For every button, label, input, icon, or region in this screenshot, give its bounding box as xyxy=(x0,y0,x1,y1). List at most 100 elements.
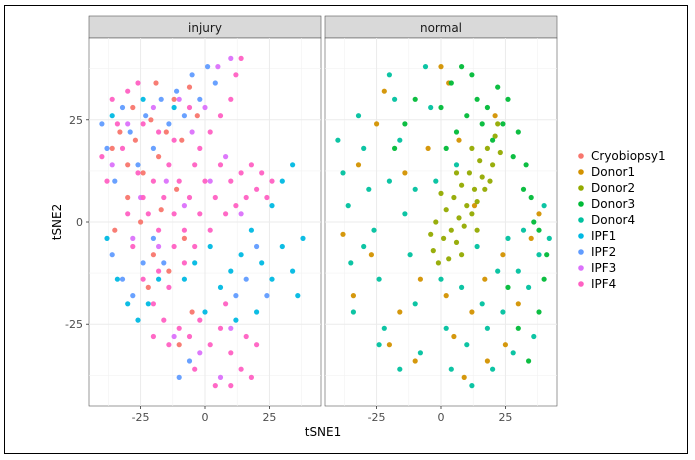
point-donor2 xyxy=(456,215,462,221)
figure-frame: injury normal -25 0 25 -25 0 25 -25 0 25 tSNE1 tSNE… xyxy=(4,5,688,454)
point-donor4 xyxy=(335,137,341,143)
facet-strip-label: normal xyxy=(420,21,462,35)
tsne-faceted-scatter-plot: injury normal -25 0 25 -25 0 25 -25 0 25 tSNE1 tSNE… xyxy=(50,15,666,439)
point-ipf4 xyxy=(119,145,126,151)
point-cryobiopsy1 xyxy=(109,145,115,151)
point-ipf2 xyxy=(186,358,193,364)
point-donor4 xyxy=(428,104,434,111)
point-donor3 xyxy=(412,96,418,102)
point-ipf1 xyxy=(238,252,244,258)
point-cryobiopsy1 xyxy=(176,342,182,348)
point-ipf4 xyxy=(217,325,224,331)
point-ipf4 xyxy=(166,284,172,290)
legend-label: Donor4 xyxy=(591,213,635,227)
legend-key xyxy=(578,153,584,159)
point-ipf2 xyxy=(104,145,110,151)
point-ipf4 xyxy=(254,342,260,348)
point-donor2 xyxy=(461,223,467,229)
point-donor1 xyxy=(438,64,444,70)
point-ipf4 xyxy=(140,121,146,127)
point-ipf4 xyxy=(212,383,218,389)
point-ipf1 xyxy=(140,96,146,102)
point-donor3 xyxy=(505,96,511,102)
point-cryobiopsy1 xyxy=(148,117,154,123)
point-ipf2 xyxy=(197,96,203,102)
point-donor4 xyxy=(479,301,485,307)
point-ipf3 xyxy=(176,96,182,102)
point-cryobiopsy1 xyxy=(189,309,195,315)
point-donor4 xyxy=(500,309,506,315)
point-ipf2 xyxy=(143,113,149,119)
point-ipf4 xyxy=(223,211,229,217)
point-ipf4 xyxy=(166,162,172,168)
point-donor1 xyxy=(451,333,457,340)
point-donor4 xyxy=(520,227,527,233)
point-ipf4 xyxy=(233,72,239,78)
legend-label: IPF3 xyxy=(591,261,616,275)
point-donor4 xyxy=(448,366,454,372)
point-ipf4 xyxy=(192,366,198,372)
point-ipf1 xyxy=(181,276,187,282)
point-ipf1 xyxy=(279,243,285,250)
point-ipf2 xyxy=(158,96,164,102)
point-ipf2 xyxy=(205,64,211,70)
point-donor4 xyxy=(443,325,449,331)
point-ipf1 xyxy=(114,276,120,282)
point-ipf4 xyxy=(161,194,167,201)
point-donor1 xyxy=(502,342,508,348)
point-ipf4 xyxy=(125,88,131,94)
point-donor2 xyxy=(495,121,501,127)
point-donor4 xyxy=(495,268,501,274)
point-ipf1 xyxy=(156,276,162,282)
point-donor2 xyxy=(487,178,493,184)
point-donor4 xyxy=(361,243,367,250)
point-ipf4 xyxy=(238,55,244,62)
point-donor3 xyxy=(544,252,550,258)
point-ipf4 xyxy=(140,276,146,282)
legend-key xyxy=(578,249,584,255)
point-donor4 xyxy=(484,325,490,331)
point-donor4 xyxy=(366,186,372,192)
point-donor2 xyxy=(446,256,452,262)
point-donor2 xyxy=(469,211,475,217)
point-ipf2 xyxy=(130,293,136,299)
point-donor3 xyxy=(531,219,537,225)
point-ipf4 xyxy=(202,178,208,184)
point-donor1 xyxy=(374,121,380,127)
point-donor2 xyxy=(492,133,498,139)
legend-key xyxy=(578,233,584,239)
point-cryobiopsy1 xyxy=(125,162,131,168)
point-donor1 xyxy=(381,88,387,94)
point-donor2 xyxy=(466,170,472,176)
point-cryobiopsy1 xyxy=(156,154,162,160)
point-cryobiopsy1 xyxy=(138,219,144,225)
point-donor3 xyxy=(515,325,521,331)
point-donor4 xyxy=(433,178,439,184)
point-donor2 xyxy=(453,170,460,176)
point-ipf2 xyxy=(161,260,167,266)
point-ipf2 xyxy=(109,252,115,258)
point-ipf4 xyxy=(197,317,203,323)
legend-item-donor4: Donor4 xyxy=(578,213,635,227)
point-donor4 xyxy=(348,260,354,266)
y-tick-label: -25 xyxy=(65,318,83,331)
point-ipf2 xyxy=(166,121,172,127)
point-donor1 xyxy=(461,374,467,380)
legend-item-donor3: Donor3 xyxy=(578,197,635,211)
legend-label: Cryobiopsy1 xyxy=(591,149,666,163)
point-ipf4 xyxy=(259,170,265,176)
point-donor2 xyxy=(430,248,436,254)
legend-label: Donor2 xyxy=(591,181,635,195)
point-donor2 xyxy=(433,219,439,225)
point-ipf1 xyxy=(269,203,275,209)
point-ipf4 xyxy=(207,342,213,348)
point-ipf4 xyxy=(243,333,249,340)
point-ipf3 xyxy=(125,121,131,127)
point-ipf3 xyxy=(156,243,162,250)
point-ipf2 xyxy=(119,276,126,282)
point-ipf1 xyxy=(145,301,151,307)
point-ipf2 xyxy=(150,145,156,151)
point-donor2 xyxy=(438,190,444,196)
point-ipf4 xyxy=(238,170,244,176)
point-ipf4 xyxy=(207,227,213,233)
